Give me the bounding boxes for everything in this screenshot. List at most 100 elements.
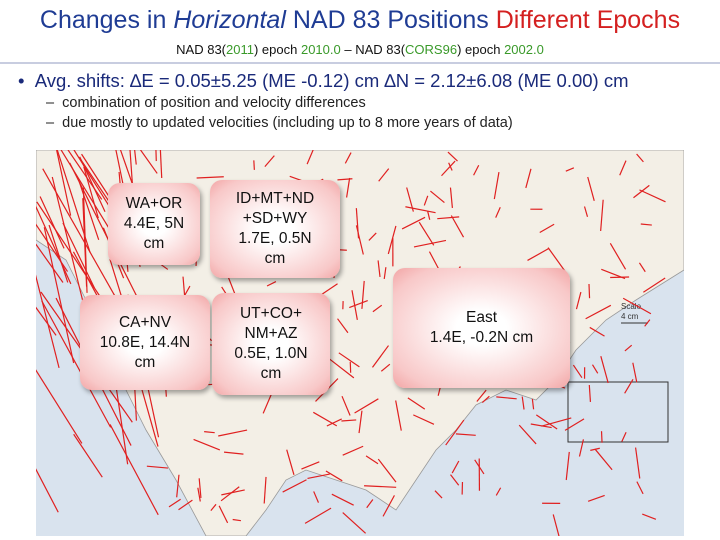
velocity-arrow bbox=[518, 424, 537, 445]
velocity-arrow bbox=[78, 181, 100, 241]
velocity-arrow bbox=[67, 150, 103, 200]
velocity-arrow bbox=[380, 363, 391, 372]
subtitle-part: 2011 bbox=[226, 42, 254, 57]
velocity-arrow bbox=[552, 514, 560, 536]
velocity-arrow bbox=[371, 345, 389, 368]
velocity-arrow bbox=[413, 414, 435, 425]
region-text: NM+AZ bbox=[244, 325, 298, 342]
velocity-arrow bbox=[62, 222, 95, 289]
velocity-arrow bbox=[495, 487, 502, 496]
velocity-arrow bbox=[306, 150, 314, 165]
velocity-arrow bbox=[338, 352, 360, 368]
title: Changes in Horizontal NAD 83 Positions D… bbox=[0, 6, 720, 35]
velocity-arrow bbox=[521, 396, 525, 410]
velocity-arrow bbox=[535, 414, 558, 430]
velocity-arrow bbox=[307, 473, 330, 480]
velocity-arrow bbox=[622, 297, 652, 315]
velocity-arrow bbox=[178, 499, 193, 511]
velocity-arrow bbox=[591, 364, 599, 374]
velocity-arrow bbox=[624, 344, 633, 352]
velocity-arrow bbox=[450, 215, 465, 238]
velocity-arrow bbox=[430, 190, 445, 203]
velocity-arrow bbox=[282, 479, 307, 493]
velocity-arrow bbox=[525, 168, 532, 189]
velocity-arrow bbox=[495, 207, 501, 218]
velocity-arrow bbox=[358, 410, 363, 434]
bullet: • Avg. shifts: ∆E = 0.05±5.25 (ME -0.12)… bbox=[18, 70, 629, 91]
subtitle-part: – NAD 83( bbox=[340, 42, 406, 57]
velocity-arrow bbox=[587, 176, 595, 201]
velocity-arrow bbox=[36, 223, 69, 272]
velocity-arrow bbox=[354, 398, 379, 414]
velocity-arrow bbox=[304, 507, 332, 524]
velocity-arrow bbox=[418, 221, 435, 246]
inset-frame bbox=[567, 381, 669, 443]
velocity-arrow bbox=[638, 262, 646, 273]
velocity-arrow bbox=[361, 280, 365, 309]
velocity-arrow bbox=[407, 397, 426, 410]
velocity-arrow bbox=[564, 418, 585, 431]
velocity-arrow bbox=[644, 319, 651, 327]
velocity-arrow bbox=[610, 276, 630, 279]
velocity-arrow bbox=[262, 392, 273, 414]
region-box: UT+CO+ NM+AZ 0.5E, 1.0N cm bbox=[212, 293, 330, 395]
velocity-arrow bbox=[168, 498, 181, 508]
velocity-arrow bbox=[286, 449, 295, 475]
velocity-arrow bbox=[643, 277, 666, 293]
velocity-arrow bbox=[383, 267, 387, 280]
velocity-arrow bbox=[588, 384, 592, 402]
title-part: Horizontal bbox=[173, 6, 286, 34]
title-part: NAD 83 Positions bbox=[285, 6, 496, 34]
velocity-arrow bbox=[56, 150, 91, 253]
velocity-arrow bbox=[344, 152, 352, 164]
velocity-arrow bbox=[387, 225, 397, 255]
velocity-arrow bbox=[572, 364, 583, 379]
sub-bullet-text: combination of position and velocity dif… bbox=[62, 95, 366, 111]
velocity-arrow bbox=[349, 300, 368, 309]
region-text: +SD+WY bbox=[242, 210, 308, 227]
velocity-arrow bbox=[640, 223, 652, 226]
velocity-arrow bbox=[337, 318, 349, 334]
title-part: Changes in bbox=[39, 6, 174, 34]
region-text: cm bbox=[143, 235, 165, 252]
region-text: cm bbox=[260, 365, 282, 382]
velocity-arrow bbox=[395, 400, 402, 431]
velocity-arrow bbox=[590, 447, 600, 451]
velocity-arrow bbox=[587, 494, 605, 502]
velocity-arrow bbox=[36, 468, 59, 513]
title-part: Different Epochs bbox=[495, 6, 681, 34]
subtitle-part: NAD 83( bbox=[176, 42, 227, 57]
region-box: CA+NV 10.8E, 14.4N cm bbox=[80, 295, 210, 390]
velocity-arrow bbox=[633, 184, 650, 199]
velocity-arrow bbox=[210, 503, 217, 512]
velocity-arrow bbox=[455, 433, 476, 436]
velocity-arrow bbox=[589, 326, 605, 337]
region-box: East 1.4E, -0.2N cm bbox=[393, 268, 570, 388]
velocity-arrow bbox=[313, 491, 320, 503]
velocity-arrow bbox=[204, 431, 215, 434]
velocity-arrow bbox=[346, 177, 351, 198]
velocity-arrow bbox=[449, 187, 453, 208]
velocity-arrow bbox=[565, 167, 575, 172]
velocity-arrow bbox=[160, 263, 169, 270]
velocity-arrow bbox=[342, 512, 367, 534]
velocity-arrow bbox=[578, 439, 585, 457]
velocity-arrow bbox=[36, 274, 60, 369]
velocity-arrow bbox=[639, 189, 666, 203]
velocity-arrow bbox=[232, 518, 242, 522]
velocity-arrow bbox=[368, 232, 377, 241]
velocity-arrow bbox=[41, 300, 112, 428]
velocity-arrow bbox=[619, 160, 627, 176]
velocity-arrow bbox=[585, 304, 612, 320]
region-text: UT+CO+ bbox=[239, 305, 302, 322]
velocity-arrow bbox=[565, 451, 570, 481]
velocity-arrow bbox=[575, 291, 582, 310]
velocity-arrow bbox=[437, 216, 460, 220]
region-text: WA+OR bbox=[125, 195, 183, 212]
sub-bullet: – due mostly to updated velocities (incl… bbox=[46, 115, 513, 131]
velocity-arrow bbox=[218, 505, 229, 524]
velocity-arrow bbox=[139, 150, 158, 174]
velocity-arrow bbox=[601, 268, 626, 280]
velocity-arrow bbox=[263, 476, 267, 504]
region-text: cm bbox=[134, 353, 156, 371]
